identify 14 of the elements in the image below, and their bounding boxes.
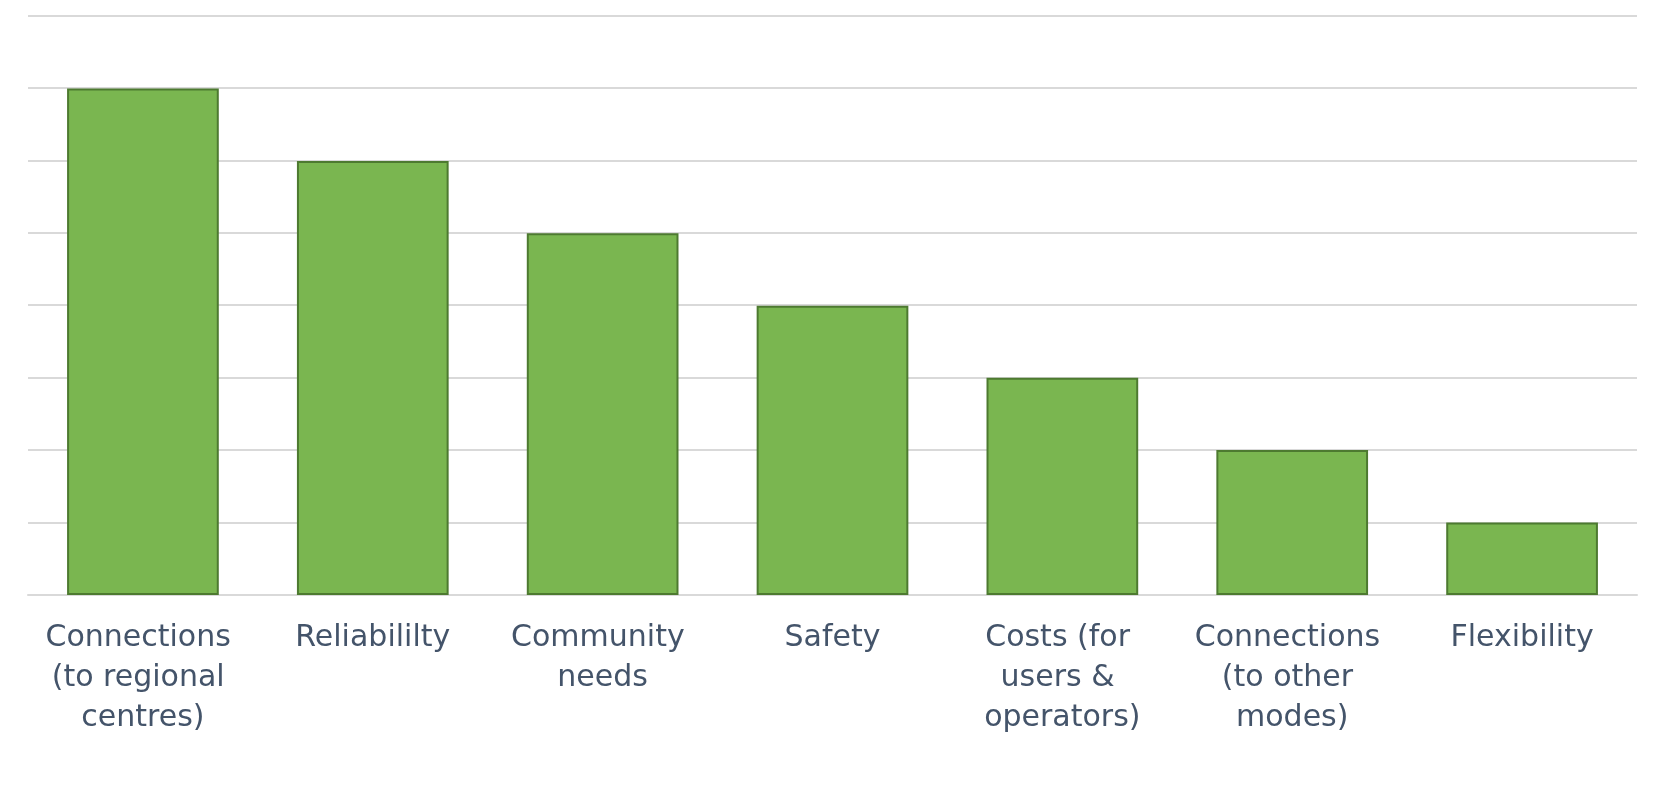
x-tick-label: Safety [784,617,881,653]
bar [526,233,679,595]
bar [296,160,449,595]
x-tick-label: Connections (to regional centres) [45,617,241,733]
bar [1446,522,1598,595]
x-tick-label: Reliabililty [295,617,451,653]
x-tick-label: Flexibility [1450,617,1594,653]
bar [1216,450,1369,595]
x-tick-label: Connections (to other modes) [1194,617,1390,733]
x-tick-label: Costs (for users & operators) [984,617,1141,733]
x-tick-label: Community needs [511,617,695,693]
bar [756,305,909,595]
bar [67,88,219,595]
bar [986,377,1139,595]
